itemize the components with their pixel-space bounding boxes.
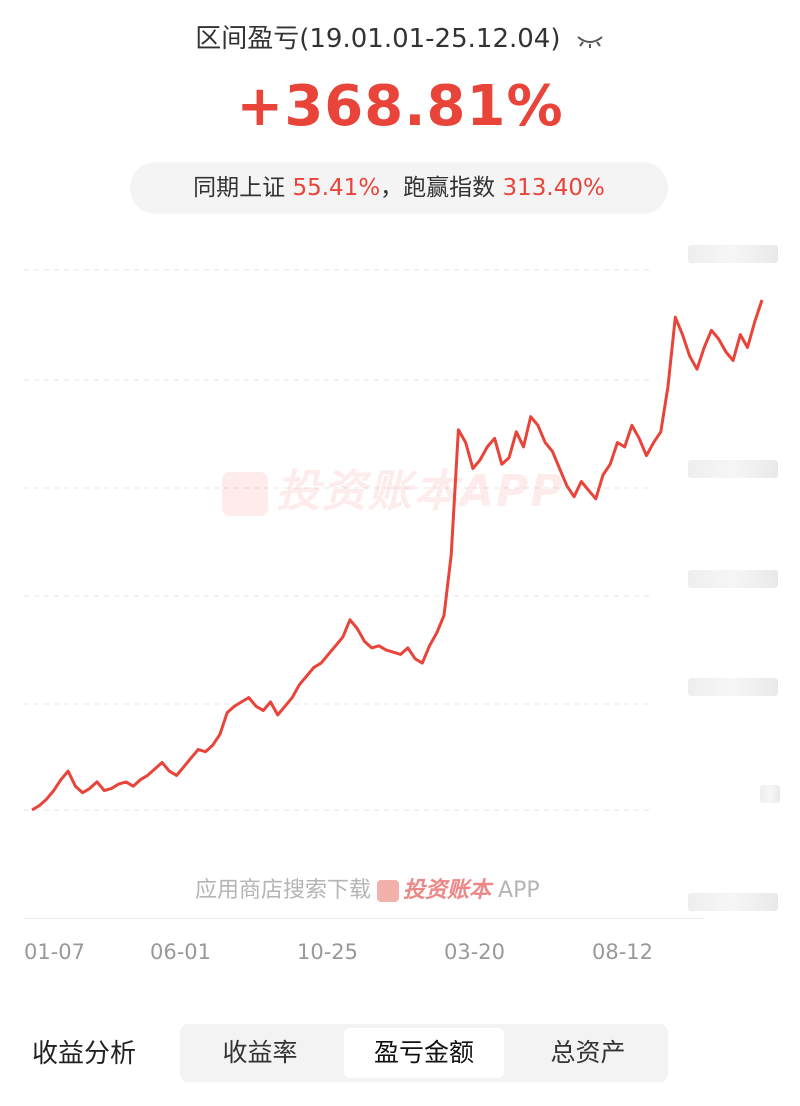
profit-series-line	[31, 299, 764, 812]
tab-profit-amount[interactable]: 盈亏金额	[344, 1028, 504, 1078]
watermark-text: 投资账本APP	[276, 466, 565, 517]
app-logo-small-icon	[377, 880, 400, 902]
blurred-axis-label	[760, 785, 780, 803]
benchmark-comparison: 同期上证 55.41%，跑赢指数 313.40%	[130, 162, 668, 214]
app-logo-icon	[222, 472, 268, 516]
profit-line-chart[interactable]	[0, 230, 800, 930]
tab-return-rate[interactable]: 收益率	[222, 1038, 298, 1067]
metric-segmented-control: 收益率 盈亏金额 总资产	[180, 1024, 668, 1082]
analysis-section-title: 收益分析	[32, 1039, 137, 1069]
blurred-axis-label	[688, 570, 778, 588]
blurred-axis-label	[688, 678, 778, 696]
eye-closed-icon[interactable]	[575, 25, 605, 55]
period-title-text: 区间盈亏(19.01.01-25.12.04)	[195, 24, 561, 54]
download-hint-text: 应用商店搜索下载	[195, 878, 372, 903]
x-tick-label: 10-25	[297, 940, 359, 964]
x-tick-label: 01-07	[24, 940, 86, 964]
download-hint: 应用商店搜索下载 投资账本 APP	[195, 872, 540, 904]
benchmark-middle: ，跑赢指数	[380, 175, 496, 201]
chart-watermark: 投资账本APP	[222, 455, 565, 519]
period-title: 区间盈亏(19.01.01-25.12.04)	[0, 18, 800, 55]
benchmark-prefix: 同期上证	[193, 175, 286, 201]
blurred-axis-label	[688, 893, 778, 911]
benchmark-return: 55.41%	[292, 175, 381, 201]
blurred-axis-label	[688, 460, 778, 478]
x-axis-line	[24, 918, 704, 919]
download-hint-suffix: APP	[498, 878, 540, 903]
blurred-axis-label	[688, 245, 778, 263]
download-hint-brand: 投资账本	[403, 878, 492, 903]
x-tick-label: 06-01	[150, 940, 212, 964]
x-tick-label: 08-12	[592, 940, 654, 964]
excess-return: 313.40%	[502, 175, 605, 201]
tab-total-assets[interactable]: 总资产	[550, 1038, 626, 1067]
x-tick-label: 03-20	[444, 940, 506, 964]
total-return-value: +368.81%	[236, 74, 564, 139]
